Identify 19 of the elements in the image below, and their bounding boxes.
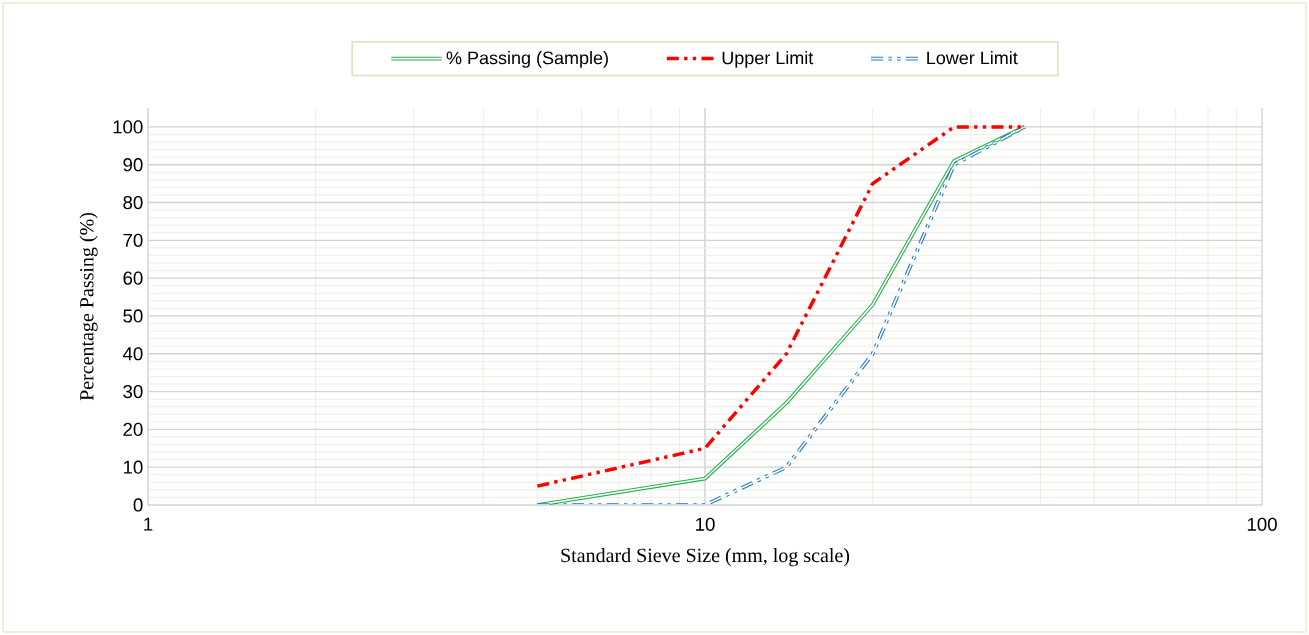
x-axis-title: Standard Sieve Size (mm, log scale) xyxy=(561,548,850,567)
y-tick-label: 20 xyxy=(123,422,143,436)
x-tick-label: 1 xyxy=(144,517,153,531)
y-axis-title: Percentage Passing (%) xyxy=(79,212,98,401)
legend-label: % Passing (Sample) xyxy=(446,51,608,68)
y-tick-label: 0 xyxy=(133,498,143,512)
y-tick-label: 30 xyxy=(123,384,143,399)
y-tick-label: 80 xyxy=(123,195,143,210)
y-tick-label: 100 xyxy=(113,120,143,134)
legend-label: Lower Limit xyxy=(927,51,1018,65)
legend-label: Upper Limit xyxy=(722,51,814,68)
y-tick-label: 10 xyxy=(123,460,143,474)
y-tick-label: 50 xyxy=(123,309,143,323)
x-tick-label: 100 xyxy=(1247,517,1277,531)
y-tick-label: 90 xyxy=(123,158,143,172)
y-tick-label: 60 xyxy=(123,271,143,285)
y-tick-label: 40 xyxy=(122,347,143,361)
x-tick-label: 10 xyxy=(696,517,715,531)
y-tick-label: 70 xyxy=(123,233,143,247)
